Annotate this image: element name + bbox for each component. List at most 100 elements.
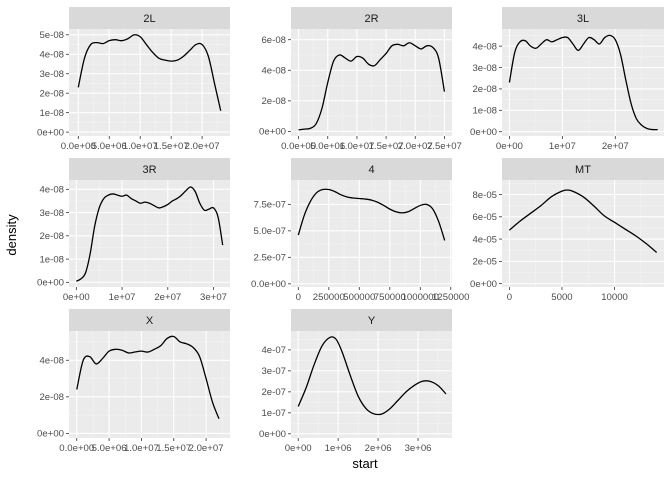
x-tick-label-4: 750000 bbox=[374, 292, 406, 303]
y-tick-label-2r: 0e+00 bbox=[259, 127, 286, 138]
panel-bg-x bbox=[69, 331, 230, 438]
density-line-x bbox=[76, 335, 220, 420]
density-line-y bbox=[297, 336, 447, 416]
panel-2l: 2L 0.0e+005.0e+061.0e+071.5e+072.0e+07 0e+… bbox=[37, 7, 230, 152]
panels: 2L0.0e+005.0e+061.0e+071.5e+072.0e+070e+… bbox=[37, 7, 664, 454]
y-tick-label-3l: 3e-08 bbox=[472, 63, 497, 74]
y-tick-label-mt: 4e-05 bbox=[472, 234, 497, 245]
panel-3l: 3L 0e+00 1e+07 2e+07 0e+00 1e-08 2e-08 3e-08 4e-… bbox=[470, 7, 664, 152]
x-tick-label-y: 1e+06 bbox=[325, 443, 352, 454]
x-tick-label-3l: 1e+07 bbox=[549, 141, 576, 152]
panel-bg-4 bbox=[291, 180, 452, 287]
x-tick-label-4: 500000 bbox=[343, 292, 375, 303]
y-tick-label-y: 2e-07 bbox=[261, 387, 286, 398]
x-tick-label-3r: 2e+07 bbox=[154, 292, 181, 303]
y-tick-label-x: 0e+00 bbox=[37, 429, 64, 440]
panel-x: X 0.0e+005.0e+061.0e+071.5e+072.0e+07 0e+0… bbox=[37, 309, 230, 454]
x-tick-label-mt: 10000 bbox=[601, 292, 628, 303]
x-tick-label-2l: 5.0e+06 bbox=[92, 141, 127, 152]
strip-label-2r: 2R bbox=[364, 13, 378, 25]
strip-3l bbox=[502, 7, 664, 29]
strip-label-4: 4 bbox=[368, 164, 374, 176]
panel-bg-y bbox=[291, 331, 452, 438]
y-tick-label-y: 4e-07 bbox=[261, 345, 286, 356]
x-tick-label-x: 1.5e+07 bbox=[156, 443, 191, 454]
y-tick-label-2l: 1e-08 bbox=[39, 108, 64, 119]
x-tick-label-2r: 2.5e+07 bbox=[427, 141, 462, 152]
x-tick-label-mt: 0 bbox=[507, 292, 512, 303]
y-tick-label-3r: 4e-08 bbox=[39, 185, 64, 196]
x-tick-label-4: 1250000 bbox=[432, 292, 469, 303]
y-tick-label-y: 1e-07 bbox=[261, 408, 286, 419]
strip-2l bbox=[69, 7, 230, 29]
strip-4 bbox=[291, 158, 452, 180]
y-tick-label-4: 7.5e-07 bbox=[253, 200, 286, 211]
strip-mt bbox=[502, 158, 664, 180]
x-tick-label-y: 2e+06 bbox=[365, 443, 392, 454]
x-tick-label-2r: 5.0e+06 bbox=[310, 141, 345, 152]
y-tick-label-3r: 2e-08 bbox=[39, 231, 64, 242]
y-tick-label-2l: 4e-08 bbox=[39, 50, 64, 61]
panel-y: Y 0e+00 1e+06 2e+06 3e+06 0e+00 1e-07 2e-07 3e-0… bbox=[259, 309, 452, 454]
strip-label-y: Y bbox=[368, 315, 376, 327]
x-tick-label-2l: 1.5e+07 bbox=[154, 141, 189, 152]
y-tick-label-2l: 3e-08 bbox=[39, 69, 64, 80]
strip-2r bbox=[291, 7, 452, 29]
y-tick-label-mt: 2e-05 bbox=[472, 257, 497, 268]
strip-x bbox=[69, 309, 230, 331]
density-line-mt bbox=[508, 189, 658, 253]
x-axis-title: start bbox=[352, 456, 378, 471]
y-tick-label-2r: 4e-08 bbox=[261, 66, 286, 77]
x-tick-label-2r: 1.0e+07 bbox=[339, 141, 374, 152]
x-tick-label-2l: 0.0e+00 bbox=[61, 141, 96, 152]
density-line-4 bbox=[297, 188, 446, 241]
y-tick-label-y: 3e-07 bbox=[261, 366, 286, 377]
panel-3r: 3R 0e+00 1e+07 2e+07 3e+07 0e+00 1e-08 2e-08 3e-… bbox=[37, 158, 230, 303]
strip-3r bbox=[69, 158, 230, 180]
panel-2r: 2R 0.0e+005.0e+061.0e+071.5e+072.0e+072.5… bbox=[259, 7, 462, 152]
x-tick-label-mt: 5000 bbox=[551, 292, 572, 303]
density-line-2l bbox=[77, 34, 222, 111]
y-tick-label-3r: 1e-08 bbox=[39, 254, 64, 265]
x-tick-label-3r: 1e+07 bbox=[109, 292, 136, 303]
y-tick-label-mt: 6e-05 bbox=[472, 212, 497, 223]
x-tick-label-3r: 3e+07 bbox=[200, 292, 227, 303]
panel-bg-3l bbox=[502, 29, 664, 136]
y-tick-label-x: 4e-08 bbox=[39, 356, 64, 367]
y-tick-label-2l: 0e+00 bbox=[37, 127, 64, 138]
x-tick-label-y: 3e+06 bbox=[405, 443, 432, 454]
y-tick-label-3l: 1e-08 bbox=[472, 106, 497, 117]
strip-label-x: X bbox=[146, 315, 154, 327]
y-tick-label-3l: 2e-08 bbox=[472, 84, 497, 95]
x-tick-label-3r: 0e+00 bbox=[63, 292, 90, 303]
y-tick-label-mt: 8e-05 bbox=[472, 190, 497, 201]
y-tick-label-y: 0e+00 bbox=[259, 429, 286, 440]
strip-label-3r: 3R bbox=[142, 164, 156, 176]
x-tick-label-y: 0e+00 bbox=[285, 443, 312, 454]
density-line-3l bbox=[508, 34, 658, 131]
x-tick-label-2l: 2.0e+07 bbox=[185, 141, 220, 152]
x-tick-label-x: 2.0e+07 bbox=[189, 443, 224, 454]
x-tick-label-3l: 0e+00 bbox=[496, 141, 523, 152]
x-tick-label-2r: 1.5e+07 bbox=[369, 141, 404, 152]
y-tick-label-2l: 5e-08 bbox=[39, 30, 64, 41]
panel-mt: MT 0 5000 10000 0e+00 2e-05 4e-05 6e-05 8e-05 bbox=[470, 158, 664, 303]
y-tick-label-x: 2e-08 bbox=[39, 392, 64, 403]
y-tick-label-3l: 4e-08 bbox=[472, 41, 497, 52]
x-tick-label-x: 1.0e+07 bbox=[124, 443, 159, 454]
y-tick-label-2l: 2e-08 bbox=[39, 89, 64, 100]
density-line-3r bbox=[76, 186, 224, 282]
y-tick-label-3r: 0e+00 bbox=[37, 278, 64, 289]
panel-bg-2l bbox=[69, 29, 230, 136]
density-line-2r bbox=[298, 42, 446, 131]
y-tick-label-3r: 3e-08 bbox=[39, 208, 64, 219]
x-tick-label-x: 0.0e+00 bbox=[59, 443, 94, 454]
x-tick-label-2r: 0.0e+00 bbox=[281, 141, 316, 152]
y-tick-label-2r: 2e-08 bbox=[261, 96, 286, 107]
strip-label-2l: 2L bbox=[143, 13, 155, 25]
x-tick-label-4: 1000000 bbox=[402, 292, 439, 303]
strip-y bbox=[291, 309, 452, 331]
strip-label-mt: MT bbox=[575, 164, 591, 176]
